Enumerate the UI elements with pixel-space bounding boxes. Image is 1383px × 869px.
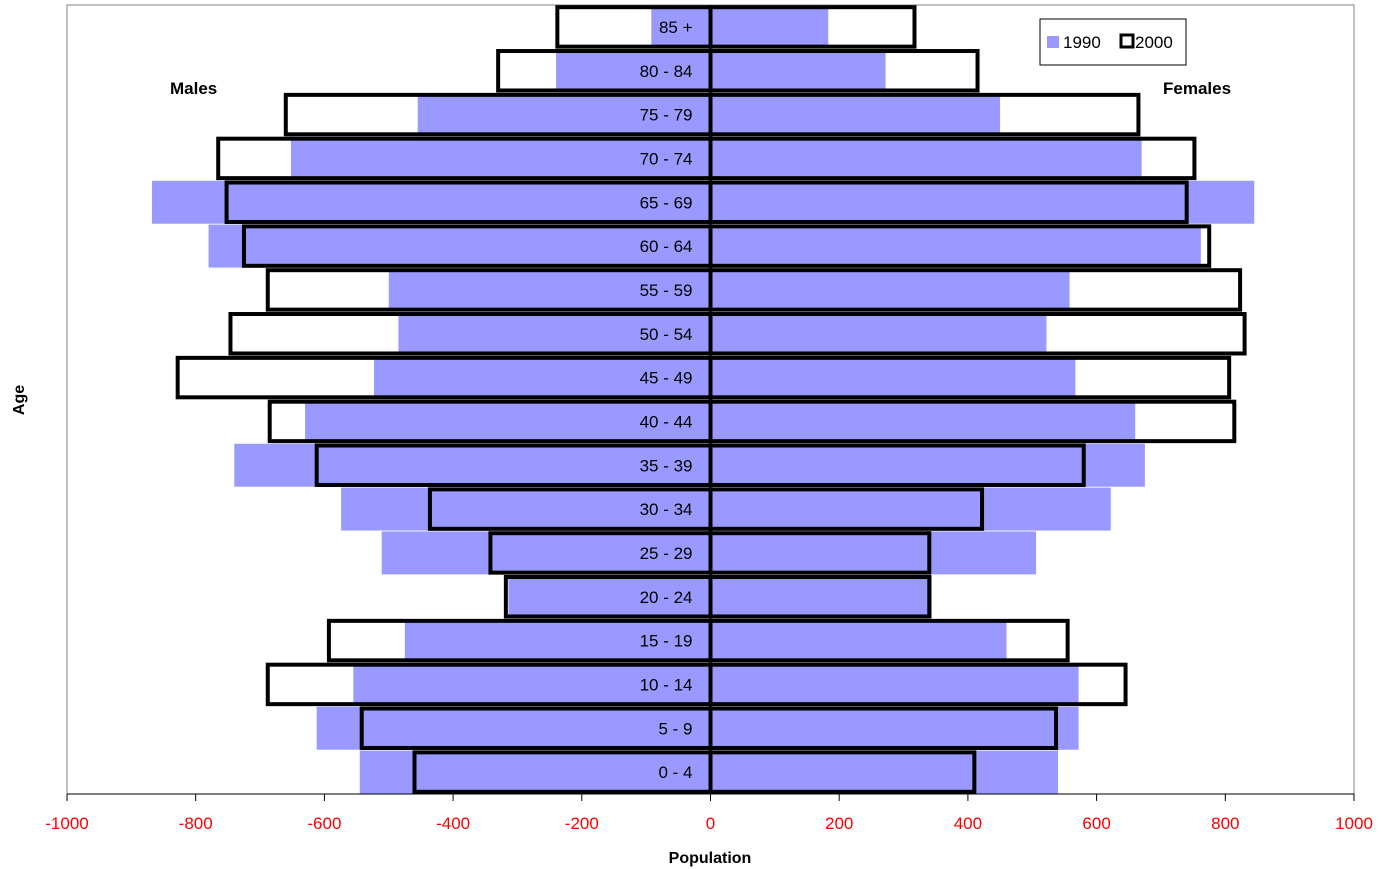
females-label: Females [1163,79,1231,98]
x-tick-label: 800 [1211,814,1239,833]
y-axis-title: Age [11,385,28,415]
legend-label-2000: 2000 [1135,33,1173,52]
bar-1990-females-25-29 [710,531,1037,575]
x-tick-label: -1000 [45,814,88,833]
bar-1990-males-60-64 [208,224,711,268]
bar-1990-females-50-54 [710,312,1047,356]
bar-1990-males-30-34 [341,487,711,531]
bar-1990-females-10-14 [710,662,1079,706]
bar-1990-females-65-69 [710,180,1255,224]
x-axis-title: Population [669,850,752,867]
bar-1990-males-5-9 [316,706,711,750]
x-tick-label: 0 [706,814,715,833]
bar-1990-females-0-4 [710,750,1058,794]
bar-1990-males-0-4 [359,750,711,794]
category-label-25-29: 25 - 29 [640,544,693,563]
bar-1990-males-20-24 [508,575,711,619]
category-label-75-79: 75 - 79 [640,106,693,125]
bar-1990-males-70-74 [290,136,711,180]
bar-1990-females-35-39 [710,443,1145,487]
bar-1990-females-55-59 [710,268,1070,312]
category-label-85plus: 85 + [659,18,693,37]
x-tick-label: -800 [179,814,213,833]
bar-1990-females-40-44 [710,399,1136,443]
category-label-80-84: 80 - 84 [640,62,693,81]
category-label-35-39: 35 - 39 [640,456,693,475]
x-tick-label: 200 [825,814,853,833]
legend: 1990 2000 [1039,18,1187,66]
category-label-55-59: 55 - 59 [640,281,693,300]
legend-label-1990: 1990 [1063,33,1101,52]
bar-1990-females-85plus [710,5,829,49]
x-tick-label: -200 [565,814,599,833]
bar-1990-males-55-59 [388,268,711,312]
bar-1990-females-30-34 [710,487,1111,531]
x-tick-label: -600 [307,814,341,833]
bar-1990-males-35-39 [234,443,711,487]
bar-1990-males-15-19 [404,619,711,663]
category-label-65-69: 65 - 69 [640,193,693,212]
legend-swatch-2000 [1119,33,1135,49]
bar-1990-males-45-49 [373,356,711,400]
bar-1990-females-15-19 [710,619,1007,663]
males-label: Males [170,79,217,98]
bar-1990-females-20-24 [710,575,932,619]
category-label-40-44: 40 - 44 [640,412,693,431]
category-label-30-34: 30 - 34 [640,500,693,519]
bar-1990-males-10-14 [353,662,711,706]
category-label-50-54: 50 - 54 [640,325,693,344]
category-label-20-24: 20 - 24 [640,588,693,607]
x-tick-label: 600 [1082,814,1110,833]
bar-1990-males-25-29 [381,531,711,575]
bar-1990-males-65-69 [151,180,711,224]
legend-box [1039,18,1187,66]
category-label-60-64: 60 - 64 [640,237,693,256]
x-tick-label: -400 [436,814,470,833]
bar-1990-females-60-64 [710,224,1201,268]
bar-1990-females-5-9 [710,706,1079,750]
category-label-45-49: 45 - 49 [640,369,693,388]
series-1990-bars [151,5,1255,794]
bar-1990-males-80-84 [556,49,711,93]
category-labels: 0 - 4 5 - 9 10 - 14 15 - 19 20 - 24 25 - 29 30… [640,18,693,782]
x-axis-ticks: -1000 -800 -600 -400 -200 0 200 400 600 800 1000 [45,794,1373,833]
category-label-10-14: 10 - 14 [640,675,693,694]
bar-1990-females-80-84 [710,49,886,93]
bar-1990-females-45-49 [710,356,1076,400]
x-tick-label: 400 [954,814,982,833]
category-label-0-4: 0 - 4 [658,763,692,782]
bar-1990-females-70-74 [710,136,1142,180]
bar-1990-males-85plus [651,5,711,49]
bar-1990-males-50-54 [398,312,711,356]
category-label-5-9: 5 - 9 [658,719,692,738]
bar-1990-males-75-79 [417,93,711,137]
legend-swatch-1990 [1047,36,1059,48]
category-label-70-74: 70 - 74 [640,149,693,168]
bar-1990-males-40-44 [305,399,711,443]
category-label-15-19: 15 - 19 [640,632,693,651]
bar-1990-females-75-79 [710,93,1001,137]
x-tick-label: 1000 [1335,814,1373,833]
